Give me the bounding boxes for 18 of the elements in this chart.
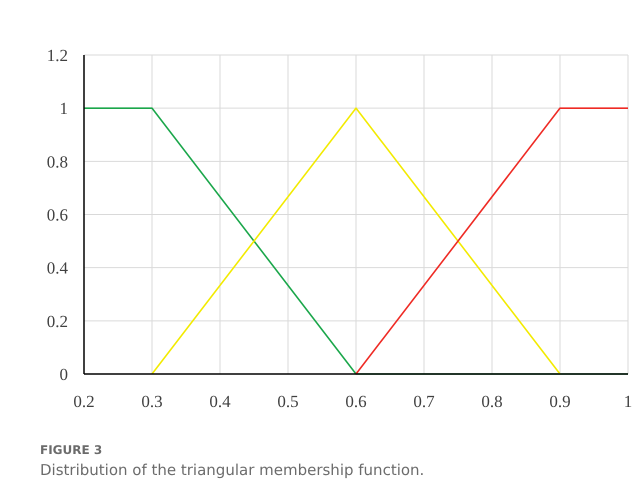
x-tick-label: 0.9 — [549, 392, 571, 411]
caption: FIGURE 3 — [40, 443, 102, 457]
y-tick-label: 0.2 — [46, 312, 68, 331]
x-tick-label: 1 — [624, 392, 632, 411]
y-tick-label: 0 — [60, 364, 68, 384]
y-tick-label: 1 — [60, 99, 68, 118]
x-tick-label: 0.8 — [481, 392, 503, 411]
x-tick-label: 0.7 — [413, 392, 436, 411]
y-tick-label: 0.6 — [46, 205, 68, 224]
y-tick-label: 0.8 — [46, 152, 68, 172]
x-tick-label: 0.6 — [345, 392, 367, 411]
text: Distribution of the triangular membership function. — [40, 461, 424, 479]
x-tick-label: 0.5 — [277, 392, 299, 411]
y-tick-label: 0.4 — [46, 258, 68, 278]
y-tick-label: 1.2 — [46, 46, 68, 65]
x-tick-label: 0.4 — [209, 392, 232, 411]
x-tick-label: 0.3 — [141, 392, 163, 411]
x-tick-label: 0.2 — [73, 392, 95, 411]
